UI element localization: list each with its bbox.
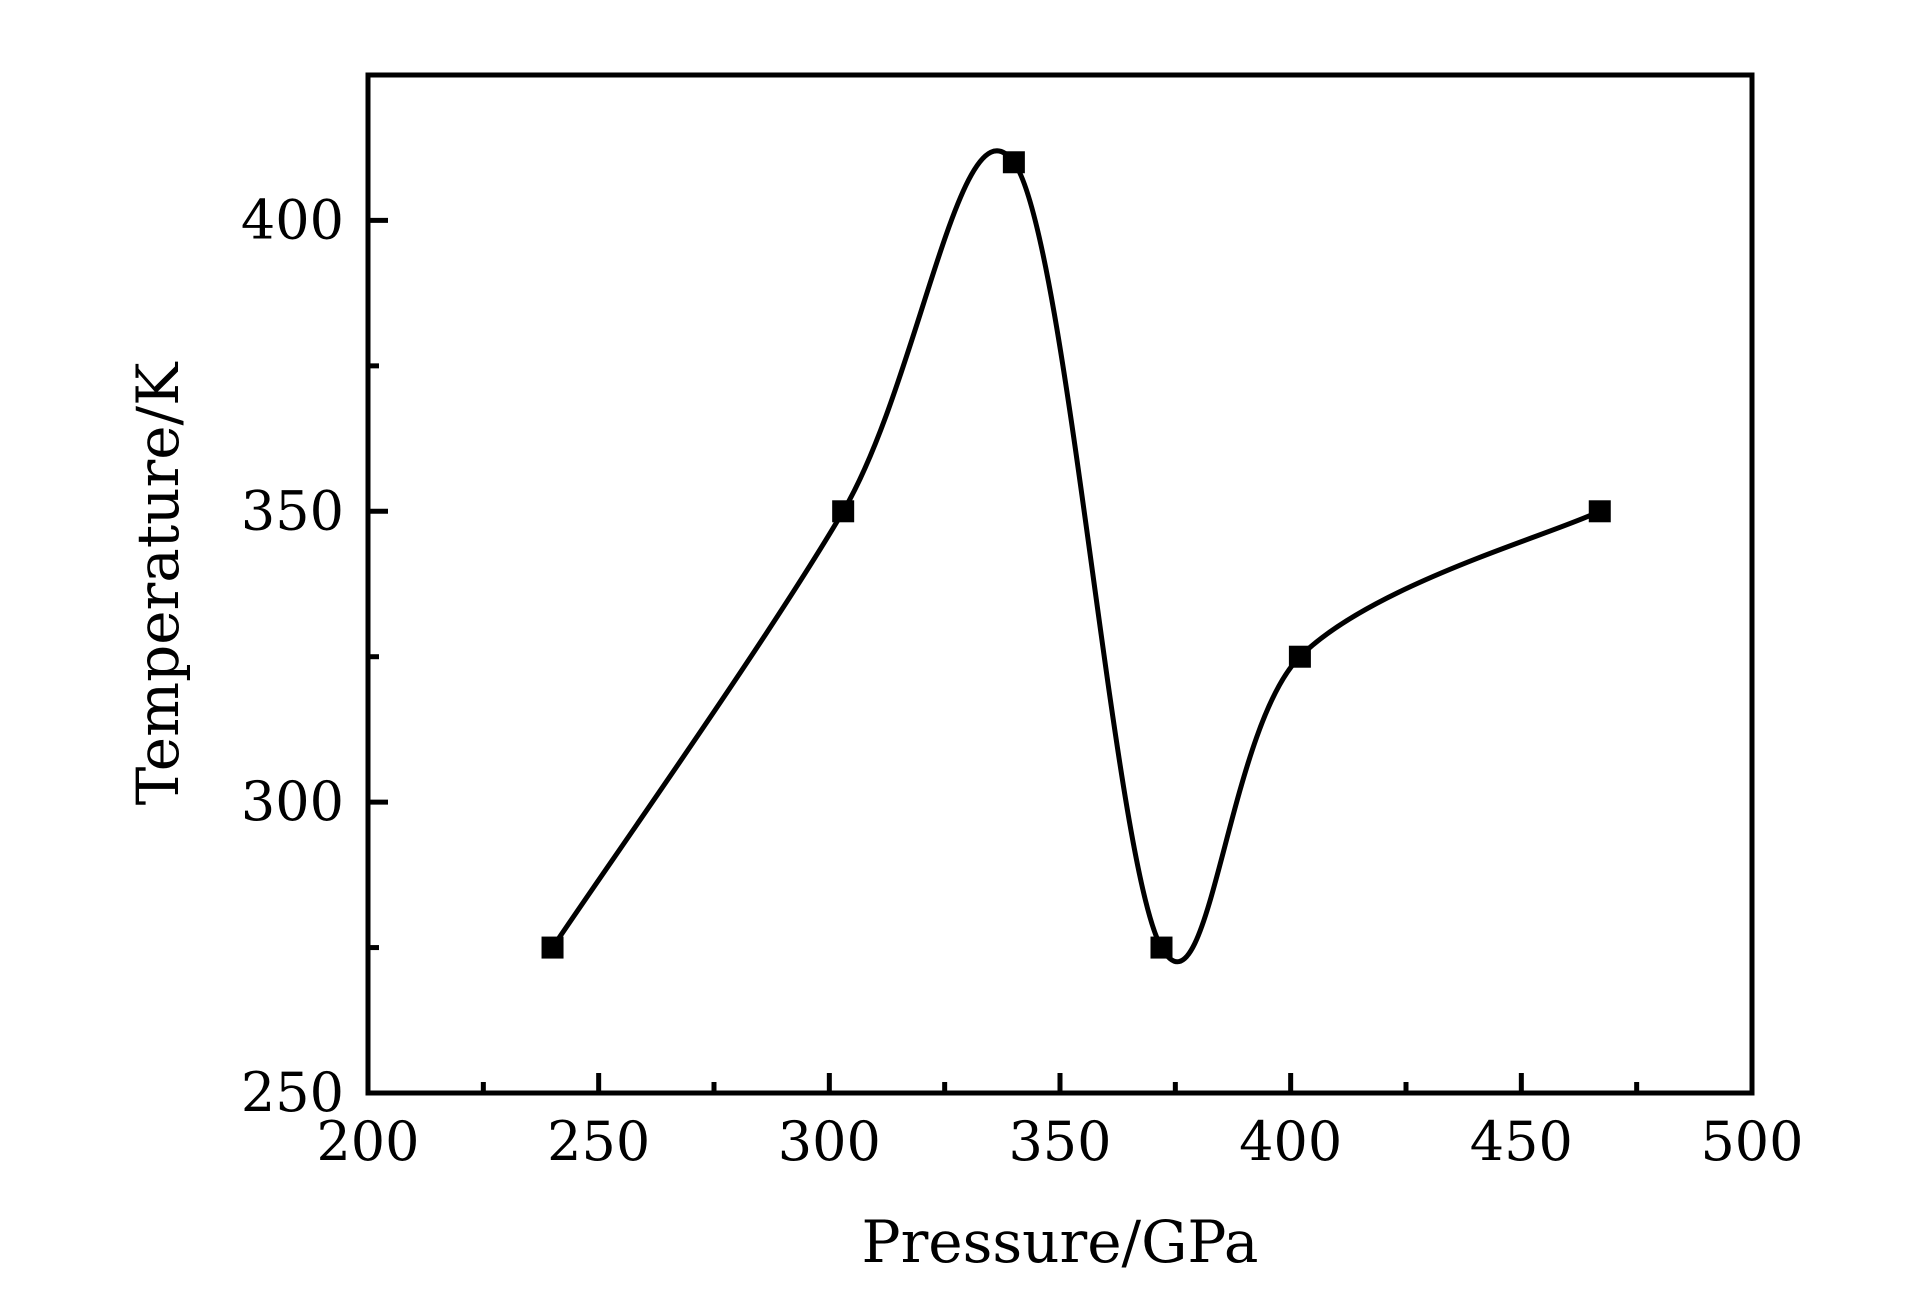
- x-tick-label: 300: [778, 1110, 881, 1173]
- data-markers: [541, 151, 1611, 959]
- y-tick-label: 250: [241, 1061, 344, 1124]
- x-tick-label: 500: [1700, 1110, 1803, 1173]
- x-tick-label: 250: [547, 1110, 650, 1173]
- y-axis-ticks: 250 300 350 400: [241, 188, 388, 1124]
- y-axis-label: Temperature/K: [124, 361, 192, 806]
- y-tick-label: 350: [241, 479, 344, 542]
- series-line: [550, 148, 1603, 965]
- data-point-marker: [1002, 151, 1025, 174]
- data-point-marker: [1150, 936, 1173, 959]
- x-axis-label: Pressure/GPa: [862, 1208, 1259, 1276]
- plot-frame: [365, 72, 1755, 1096]
- x-axis-ticks: 200 250 300 350 400 450 500: [316, 1073, 1804, 1173]
- x-tick-label: 450: [1470, 1110, 1573, 1173]
- data-point-marker: [1588, 500, 1611, 523]
- y-tick-label: 300: [241, 770, 344, 833]
- data-point-marker: [1288, 645, 1311, 668]
- x-tick-label: 350: [1008, 1110, 1111, 1173]
- y-tick-label: 400: [241, 188, 344, 251]
- x-tick-label: 400: [1239, 1110, 1342, 1173]
- data-point-marker: [832, 500, 855, 523]
- data-point-marker: [541, 936, 564, 959]
- x-tick-label: 200: [316, 1110, 419, 1173]
